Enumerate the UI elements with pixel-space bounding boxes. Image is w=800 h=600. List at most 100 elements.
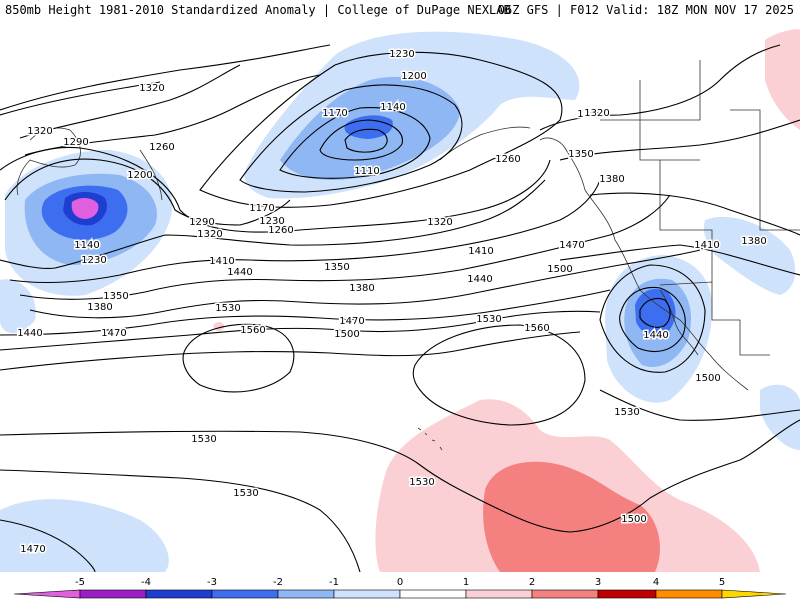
contour-label: 1470: [559, 240, 584, 251]
contour-label: 1410: [209, 256, 234, 267]
contour-label: 1170: [322, 108, 347, 119]
contour-label: 1320: [27, 126, 52, 137]
anomaly-negative-southwest: [0, 499, 169, 572]
legend-tick-label: 3: [595, 577, 601, 588]
anomaly-positive-northeast: [765, 29, 800, 130]
legend-swatch: [531, 589, 599, 599]
legend-tick-labels: -5 -4 -3 -2 -1 0 1 2 3 4 5: [75, 577, 725, 588]
us-border: [659, 281, 770, 356]
anomaly-negative-west-low: [71, 198, 99, 219]
contour-line: [0, 44, 331, 111]
title-bar: 850mb Height 1981-2010 Standardized Anom…: [0, 0, 800, 20]
contour-label: 1110: [354, 166, 379, 177]
contour-label: 1560: [524, 323, 549, 334]
contour-label: 1230: [81, 255, 106, 266]
contour-line: [0, 419, 800, 533]
legend-swatch: [211, 589, 279, 599]
contour-label: 1140: [74, 240, 99, 251]
contour-label: 1200: [127, 170, 152, 181]
contour-label: 1560: [240, 325, 265, 336]
contour-label: 1290: [577, 109, 602, 120]
contour-label: 1440: [227, 267, 252, 278]
contour-line: [182, 323, 295, 393]
contour-label: 1260: [495, 154, 520, 165]
contour-line: [0, 289, 611, 336]
anomaly-negative-southeast: [760, 384, 800, 450]
hawaii-islands: [417, 427, 443, 451]
north-america-coast: [539, 137, 749, 391]
legend-swatch-below-min: [13, 589, 81, 599]
legend-tick-label: -5: [75, 577, 85, 588]
contour-line: [0, 179, 546, 269]
contour-label: 1410: [468, 246, 493, 257]
contour-label: 1500: [621, 514, 646, 525]
contour-line: [9, 179, 601, 284]
legend-swatch: [277, 589, 335, 599]
contour-line: [199, 51, 563, 208]
contour-label: 1230: [389, 49, 414, 60]
contour-label: 1470: [20, 544, 45, 555]
contour-label: 1350: [103, 291, 128, 302]
anomaly-negative-east: [703, 216, 796, 295]
contour-line: [559, 244, 800, 276]
contour-label: 1440: [17, 328, 42, 339]
contour-label: 1530: [233, 488, 258, 499]
contour-label: 1470: [339, 316, 364, 327]
legend-color-bar: [13, 589, 787, 599]
contour-line: [0, 469, 361, 572]
legend-swatch: [333, 589, 401, 599]
contour-label: 1320: [197, 229, 222, 240]
contour-label: 1530: [409, 477, 434, 488]
contour-line: [279, 107, 431, 179]
height-contours: [0, 44, 800, 572]
anomaly-negative-corner: [0, 279, 36, 334]
contour-label: 1380: [87, 302, 112, 313]
kamchatka-coast: [139, 149, 163, 201]
legend-tick-label: -1: [329, 577, 339, 588]
contour-label: 1440: [467, 274, 492, 285]
legend-tick-label: 4: [653, 577, 659, 588]
anomaly-negative-baja-low: [635, 288, 676, 336]
contour-label: 1380: [349, 283, 374, 294]
contour-label: 1530: [614, 407, 639, 418]
contour-label: 1500: [334, 329, 359, 340]
contour-label: 1320: [584, 108, 609, 119]
contour-line: [0, 519, 96, 572]
contour-line: [412, 324, 586, 426]
legend-swatch: [465, 589, 533, 599]
contour-label: 1350: [568, 149, 593, 160]
contour-label: 1500: [695, 373, 720, 384]
baja-coast: [659, 289, 699, 356]
contour-line: [319, 119, 403, 161]
contour-label: 1320: [427, 217, 452, 228]
contour-label: 1380: [741, 236, 766, 247]
legend-tick-label: -2: [273, 577, 283, 588]
contour-label: 1440: [643, 330, 668, 341]
contour-line: [19, 64, 241, 139]
contour-label: 1530: [215, 303, 240, 314]
contour-label: 1170: [249, 203, 274, 214]
contour-line: [4, 158, 291, 226]
anomaly-positive-south: [483, 461, 660, 572]
run-valid-time: 06Z GFS | F012 Valid: 18Z MON NOV 17 202…: [497, 3, 794, 17]
legend-tick-label: -4: [141, 577, 151, 588]
contour-label: 1260: [268, 225, 293, 236]
anomaly-shading: [0, 29, 800, 572]
contour-label: 1320: [139, 83, 164, 94]
color-scale-legend: -5 -4 -3 -2 -1 0 1 2 3 4 5: [13, 577, 787, 599]
contour-label: 1380: [599, 174, 624, 185]
contour-line: [29, 249, 701, 319]
contour-label: 1350: [324, 262, 349, 273]
legend-swatch: [597, 589, 657, 599]
legend-swatch-above-max: [721, 589, 787, 599]
contour-label: 1290: [189, 217, 214, 228]
map-title: 850mb Height 1981-2010 Standardized Anom…: [5, 3, 511, 17]
contour-line: [599, 389, 800, 421]
contour-line: [599, 264, 706, 373]
contour-line: [24, 74, 321, 156]
contour-line: [344, 128, 388, 153]
contour-line: [539, 44, 781, 131]
contour-line: [559, 119, 800, 161]
